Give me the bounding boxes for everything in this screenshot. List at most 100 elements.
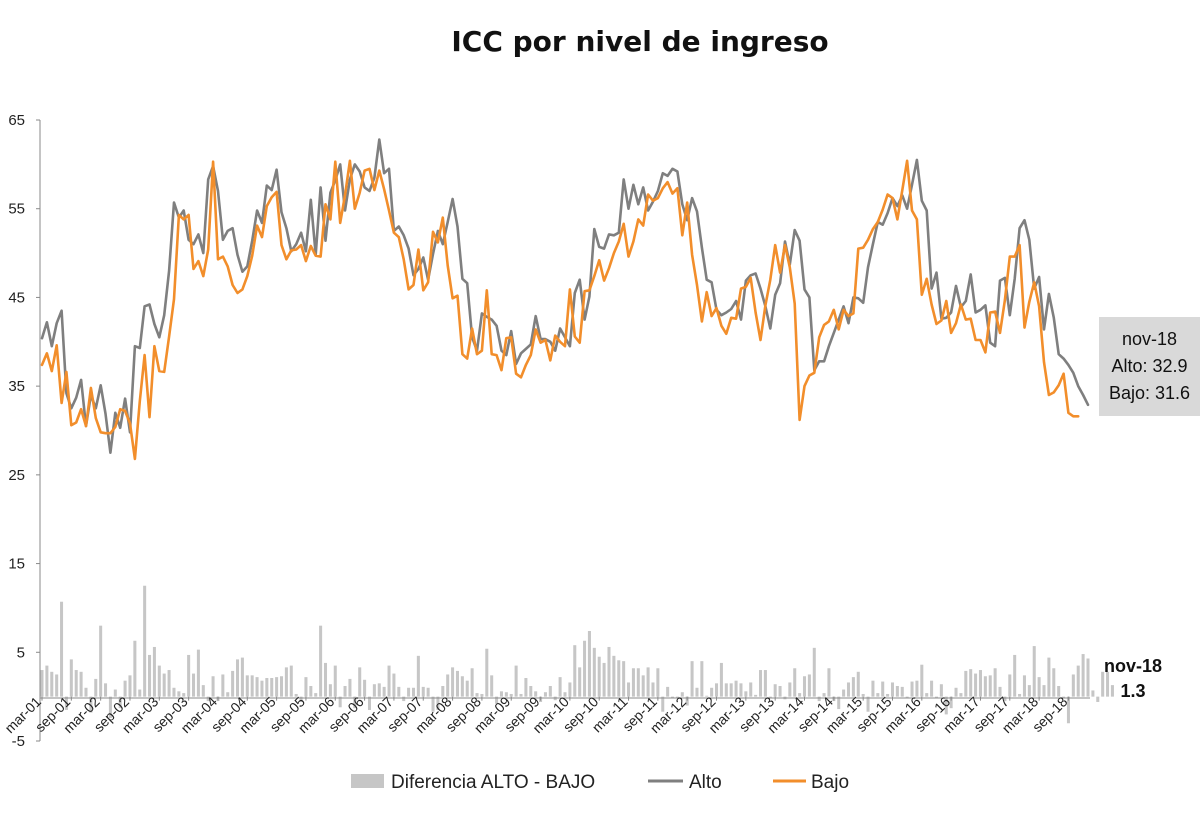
diff-bar — [622, 661, 626, 697]
diff-bar — [798, 693, 802, 697]
diff-bar — [749, 682, 753, 697]
diff-bar — [807, 674, 811, 697]
diff-bar — [441, 685, 445, 697]
diff-bar — [866, 696, 870, 712]
diff-bar — [69, 659, 73, 697]
diff-bar — [152, 646, 156, 697]
diff-bar — [123, 680, 127, 697]
diff-bar — [592, 647, 596, 697]
diff-bar — [842, 689, 846, 697]
diff-bar — [627, 682, 631, 697]
diff-bar — [182, 693, 186, 697]
diff-bar — [974, 673, 978, 697]
y-tick-label: -5 — [12, 733, 25, 750]
diff-bar — [661, 696, 665, 712]
diff-bar — [915, 680, 919, 697]
diff-bar — [509, 693, 513, 697]
diff-bar — [905, 696, 909, 698]
diff-bar — [421, 686, 425, 697]
diff-bar — [578, 667, 582, 697]
diff-bar — [211, 676, 215, 697]
latest-values-callout: nov-18 Alto: 32.9 Bajo: 31.6 — [1099, 317, 1200, 416]
diff-bar — [758, 670, 763, 697]
diff-bar — [651, 682, 655, 697]
diff-bar — [920, 664, 924, 697]
diff-bar — [475, 693, 479, 697]
diff-bar — [192, 673, 196, 697]
diff-bar — [299, 696, 303, 702]
diff-bar — [128, 675, 132, 697]
diff-bar — [480, 693, 484, 697]
diff-bar — [1013, 654, 1017, 697]
diff-bar — [333, 665, 337, 697]
diff-bar — [387, 665, 391, 697]
bars-layer — [40, 585, 1114, 724]
diff-bar — [1057, 685, 1061, 697]
diff-bar — [1052, 668, 1056, 697]
diff-bar — [851, 677, 855, 697]
diff-bar — [939, 684, 943, 697]
diff-bar — [221, 674, 225, 697]
diff-bar — [548, 685, 552, 697]
diff-bar — [690, 661, 694, 697]
diff-bar — [104, 683, 108, 697]
diff-bar — [846, 682, 851, 697]
diff-bar — [187, 654, 191, 697]
diff-bar — [426, 687, 430, 697]
diff-bar — [446, 674, 450, 697]
legend-swatch-diferencia — [351, 774, 384, 788]
diff-bar — [837, 696, 841, 710]
diff-bar — [1096, 696, 1100, 702]
diff-bar — [499, 691, 503, 697]
diff-bar — [646, 667, 650, 697]
diff-callout-date: nov-18 — [1103, 656, 1163, 676]
diff-bar — [89, 696, 93, 713]
diff-bar — [1106, 671, 1110, 697]
diff-bar — [793, 668, 797, 697]
legend-label-alto: Alto — [689, 772, 722, 793]
diff-bar — [201, 685, 205, 697]
diff-bar — [235, 659, 240, 697]
diff-bar — [1076, 665, 1080, 697]
diff-bar — [983, 676, 987, 697]
y-ticks: -5 5 15 25 35 45 55 65 — [8, 112, 40, 750]
diff-bar — [700, 661, 704, 697]
diff-bar — [710, 687, 714, 697]
diff-bar — [416, 655, 420, 697]
diff-bar — [1066, 696, 1070, 724]
diff-bar — [734, 680, 738, 697]
diff-bar — [392, 673, 396, 697]
diff-bar — [881, 681, 885, 697]
diff-bar — [861, 693, 865, 697]
diff-bar — [617, 660, 621, 697]
diff-bar — [1081, 654, 1085, 697]
diff-bar — [172, 687, 176, 697]
diff-bar — [460, 676, 464, 697]
diff-bar — [338, 696, 342, 708]
diff-bar — [514, 665, 518, 697]
diff-bar — [304, 677, 308, 697]
diff-bar — [411, 687, 415, 697]
diff-bar — [45, 665, 49, 697]
diff-bar — [729, 683, 733, 697]
diff-bar — [372, 684, 376, 697]
diff-bar — [856, 671, 860, 697]
diff-bar — [265, 678, 269, 697]
diff-bar — [490, 675, 494, 697]
diff-bar — [84, 687, 88, 697]
diff-bar — [485, 648, 489, 697]
diff-bar — [1071, 674, 1075, 697]
diff-bar — [543, 692, 547, 697]
diff-bar — [886, 693, 890, 697]
diff-bar — [1086, 658, 1090, 697]
diff-bar — [817, 696, 821, 702]
diff-bar — [949, 696, 953, 709]
diff-bar — [436, 696, 440, 710]
diff-bar — [343, 685, 347, 697]
diff-bar — [925, 693, 929, 697]
diff-bar — [993, 668, 997, 697]
diff-bar — [470, 668, 474, 697]
diff-bar — [524, 678, 528, 697]
diff-bar — [309, 685, 313, 697]
